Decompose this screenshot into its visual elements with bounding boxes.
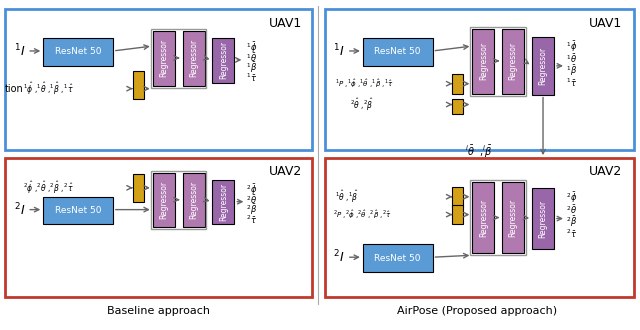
Text: $^2I$: $^2I$ xyxy=(13,201,25,218)
Text: Regressor: Regressor xyxy=(479,198,488,237)
Text: UAV2: UAV2 xyxy=(589,165,622,179)
Text: Regressor: Regressor xyxy=(189,39,198,77)
Text: $^1\hat{\phi}$ ,$^1\hat{\theta}$ ,$^1\hat{\beta}$ ,$^1\hat{\tau}$: $^1\hat{\phi}$ ,$^1\hat{\theta}$ ,$^1\ha… xyxy=(23,81,74,97)
Bar xyxy=(212,38,234,83)
Bar xyxy=(182,31,205,86)
Bar xyxy=(472,29,494,94)
Text: Regressor: Regressor xyxy=(538,199,548,238)
Text: Regressor: Regressor xyxy=(159,181,168,219)
Text: Baseline approach: Baseline approach xyxy=(108,306,210,316)
Text: $^1\bar{\tau}$: $^1\bar{\tau}$ xyxy=(566,77,577,89)
Text: ResNet 50: ResNet 50 xyxy=(374,254,421,263)
Text: $^2\bar{\tau}$: $^2\bar{\tau}$ xyxy=(566,227,577,240)
Text: Regressor: Regressor xyxy=(509,42,518,80)
Text: UAV1: UAV1 xyxy=(589,17,622,30)
Bar xyxy=(325,158,634,297)
Bar xyxy=(151,171,207,229)
Bar xyxy=(133,71,144,99)
Bar xyxy=(502,182,524,253)
Text: $^1\bar{\theta}$: $^1\bar{\theta}$ xyxy=(566,52,577,65)
Text: $^2\bar{\phi}$: $^2\bar{\phi}$ xyxy=(566,190,577,205)
Bar xyxy=(44,38,113,66)
Bar xyxy=(470,180,526,255)
Text: $^2\bar{\theta}$: $^2\bar{\theta}$ xyxy=(246,193,257,206)
Text: ResNet 50: ResNet 50 xyxy=(55,48,101,56)
Text: $^2\bar{\beta}$: $^2\bar{\beta}$ xyxy=(566,214,577,229)
Text: Regressor: Regressor xyxy=(159,39,168,77)
Text: Regressor: Regressor xyxy=(219,182,228,221)
Bar xyxy=(5,9,312,150)
Text: $^1\bar{\beta}$: $^1\bar{\beta}$ xyxy=(246,60,257,75)
Bar xyxy=(532,188,554,249)
Bar xyxy=(452,205,463,224)
Text: $^2I$: $^2I$ xyxy=(333,249,344,266)
Text: $^1\bar{\phi}$: $^1\bar{\phi}$ xyxy=(246,41,258,55)
Text: $^2\bar{\phi}$: $^2\bar{\phi}$ xyxy=(246,182,258,197)
Bar xyxy=(5,158,312,297)
Bar xyxy=(212,180,234,224)
Text: $^2\bar{\theta}$: $^2\bar{\theta}$ xyxy=(566,203,577,216)
Bar xyxy=(153,31,175,86)
Text: $^2\bar{\tau}$: $^2\bar{\tau}$ xyxy=(246,213,257,226)
Bar xyxy=(452,187,463,207)
Text: $^1\bar{\tau}$: $^1\bar{\tau}$ xyxy=(246,72,257,84)
Text: AirPose (Proposed approach): AirPose (Proposed approach) xyxy=(397,306,557,316)
Text: ResNet 50: ResNet 50 xyxy=(55,206,101,215)
Bar xyxy=(363,244,433,272)
Text: $^1\bar{\phi}$: $^1\bar{\phi}$ xyxy=(566,40,577,54)
Text: Regressor: Regressor xyxy=(479,42,488,80)
Bar xyxy=(151,29,207,88)
Text: Regressor: Regressor xyxy=(189,181,198,219)
Text: $^1I$: $^1I$ xyxy=(13,43,25,59)
Text: $^1I$: $^1I$ xyxy=(333,43,344,59)
Bar xyxy=(153,173,175,227)
Bar xyxy=(452,99,463,115)
Bar xyxy=(182,173,205,227)
Text: $^1\hat{\theta}$ ,$^1\hat{\beta}$: $^1\hat{\theta}$ ,$^1\hat{\beta}$ xyxy=(335,188,358,205)
Text: ResNet 50: ResNet 50 xyxy=(374,48,421,56)
Bar xyxy=(532,37,554,95)
Bar xyxy=(363,38,433,66)
Text: tion: tion xyxy=(4,83,23,94)
Text: $^2\bar{\beta}$: $^2\bar{\beta}$ xyxy=(246,202,257,217)
Bar xyxy=(44,197,113,224)
Bar xyxy=(470,27,526,96)
Text: Regressor: Regressor xyxy=(538,47,548,85)
Bar xyxy=(452,74,463,94)
Bar xyxy=(502,29,524,94)
Text: $^i\bar{\theta}$  ,$^i\bar{\beta}$: $^i\bar{\theta}$ ,$^i\bar{\beta}$ xyxy=(465,144,493,160)
Text: Regressor: Regressor xyxy=(219,41,228,79)
Text: $^1P$ ,$^1\hat{\phi}$ ,$^1\hat{\theta}$ ,$^1\hat{\beta}$ ,$^1\hat{\tau}$: $^1P$ ,$^1\hat{\phi}$ ,$^1\hat{\theta}$ … xyxy=(335,78,394,90)
Text: $^1\bar{\theta}$: $^1\bar{\theta}$ xyxy=(246,51,257,64)
Bar xyxy=(472,182,494,253)
Text: $^2P$ ,$^2\hat{\phi}$ ,$^2\hat{\theta}$ ,$^2\hat{\beta}$ ,$^2\hat{\tau}$: $^2P$ ,$^2\hat{\phi}$ ,$^2\hat{\theta}$ … xyxy=(333,209,392,221)
Text: $^2\hat{\phi}$ ,$^2\hat{\theta}$ ,$^2\hat{\beta}$ ,$^2\hat{\tau}$: $^2\hat{\phi}$ ,$^2\hat{\theta}$ ,$^2\ha… xyxy=(23,180,74,196)
Text: UAV2: UAV2 xyxy=(269,165,302,179)
Text: $^2\hat{\theta}$ ,$^2\hat{\beta}$: $^2\hat{\theta}$ ,$^2\hat{\beta}$ xyxy=(350,96,374,113)
Bar xyxy=(325,9,634,150)
Text: Regressor: Regressor xyxy=(509,198,518,237)
Bar xyxy=(133,174,144,202)
Text: UAV1: UAV1 xyxy=(269,17,302,30)
Text: $^1\bar{\beta}$: $^1\bar{\beta}$ xyxy=(566,63,577,78)
